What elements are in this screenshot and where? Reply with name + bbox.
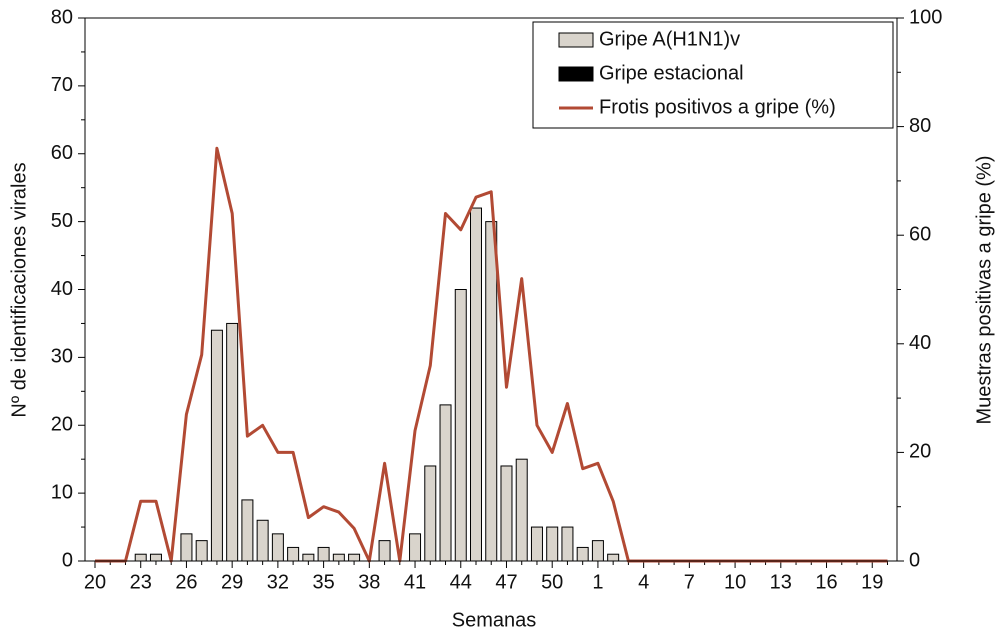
- bar: [149, 553, 162, 562]
- bar: [226, 322, 239, 562]
- y2-tick-label: 80: [909, 115, 931, 137]
- bar: [348, 553, 361, 562]
- x-tick-label: 20: [84, 571, 106, 593]
- bar: [317, 546, 330, 562]
- x-tick-label: 44: [450, 571, 472, 593]
- bar: [485, 221, 498, 562]
- x-axis-label: Semanas: [452, 609, 537, 631]
- y2-tick-label: 100: [909, 6, 942, 28]
- x-tick-label: 47: [495, 571, 517, 593]
- y-tick-label: 50: [51, 210, 73, 232]
- x-tick-label: 29: [221, 571, 243, 593]
- x-tick-label: 16: [815, 571, 837, 593]
- bar: [454, 289, 467, 562]
- bar: [439, 404, 452, 562]
- y-axis-label: Nº de identificaciones virales: [8, 162, 30, 417]
- bar: [530, 526, 543, 562]
- y-tick-label: 60: [51, 142, 73, 164]
- bar: [271, 533, 284, 562]
- legend-swatch: [558, 66, 594, 82]
- x-tick-label: 26: [175, 571, 197, 593]
- x-tick-label: 50: [541, 571, 563, 593]
- bar: [180, 533, 193, 562]
- bar: [515, 458, 528, 562]
- y-tick-label: 40: [51, 278, 73, 300]
- x-tick-label: 1: [592, 571, 603, 593]
- bar: [409, 533, 422, 562]
- bar: [302, 553, 315, 562]
- legend-label: Gripe estacional: [599, 62, 744, 84]
- bar: [424, 465, 437, 562]
- bar: [256, 519, 269, 562]
- bar: [607, 553, 620, 562]
- bar: [210, 329, 223, 562]
- x-tick-label: 10: [724, 571, 746, 593]
- y-tick-label: 0: [62, 549, 73, 571]
- legend-label: Frotis positivos a gripe (%): [599, 96, 836, 118]
- x-tick-label: 41: [404, 571, 426, 593]
- bar: [241, 499, 254, 562]
- legend-label: Gripe A(H1N1)v: [599, 28, 740, 50]
- bar: [378, 540, 391, 562]
- x-tick-label: 23: [130, 571, 152, 593]
- y-tick-label: 70: [51, 74, 73, 96]
- y-tick-label: 30: [51, 346, 73, 368]
- y2-tick-label: 40: [909, 332, 931, 354]
- y-tick-label: 20: [51, 414, 73, 436]
- x-tick-label: 4: [638, 571, 649, 593]
- y2-tick-label: 60: [909, 223, 931, 245]
- bar: [546, 526, 559, 562]
- y2-tick-label: 0: [909, 549, 920, 571]
- bar: [470, 207, 482, 562]
- bar: [195, 540, 208, 562]
- plot-frame: [84, 17, 898, 562]
- y2-axis-label: Muestras positivas a gripe (%): [973, 156, 995, 425]
- x-tick-label: 35: [312, 571, 334, 593]
- bar: [576, 546, 589, 562]
- x-tick-label: 13: [770, 571, 792, 593]
- x-tick-label: 32: [267, 571, 289, 593]
- bar: [134, 553, 147, 562]
- bar: [561, 526, 574, 562]
- x-tick-label: 7: [684, 571, 695, 593]
- legend-swatch: [558, 32, 594, 48]
- bar: [332, 553, 345, 562]
- x-tick-label: 19: [861, 571, 883, 593]
- y-tick-label: 80: [51, 6, 73, 28]
- x-tick-label: 38: [358, 571, 380, 593]
- bar: [591, 540, 604, 562]
- bar: [287, 546, 300, 562]
- bar: [500, 465, 513, 562]
- y2-tick-label: 20: [909, 441, 931, 463]
- y-tick-label: 10: [51, 481, 73, 503]
